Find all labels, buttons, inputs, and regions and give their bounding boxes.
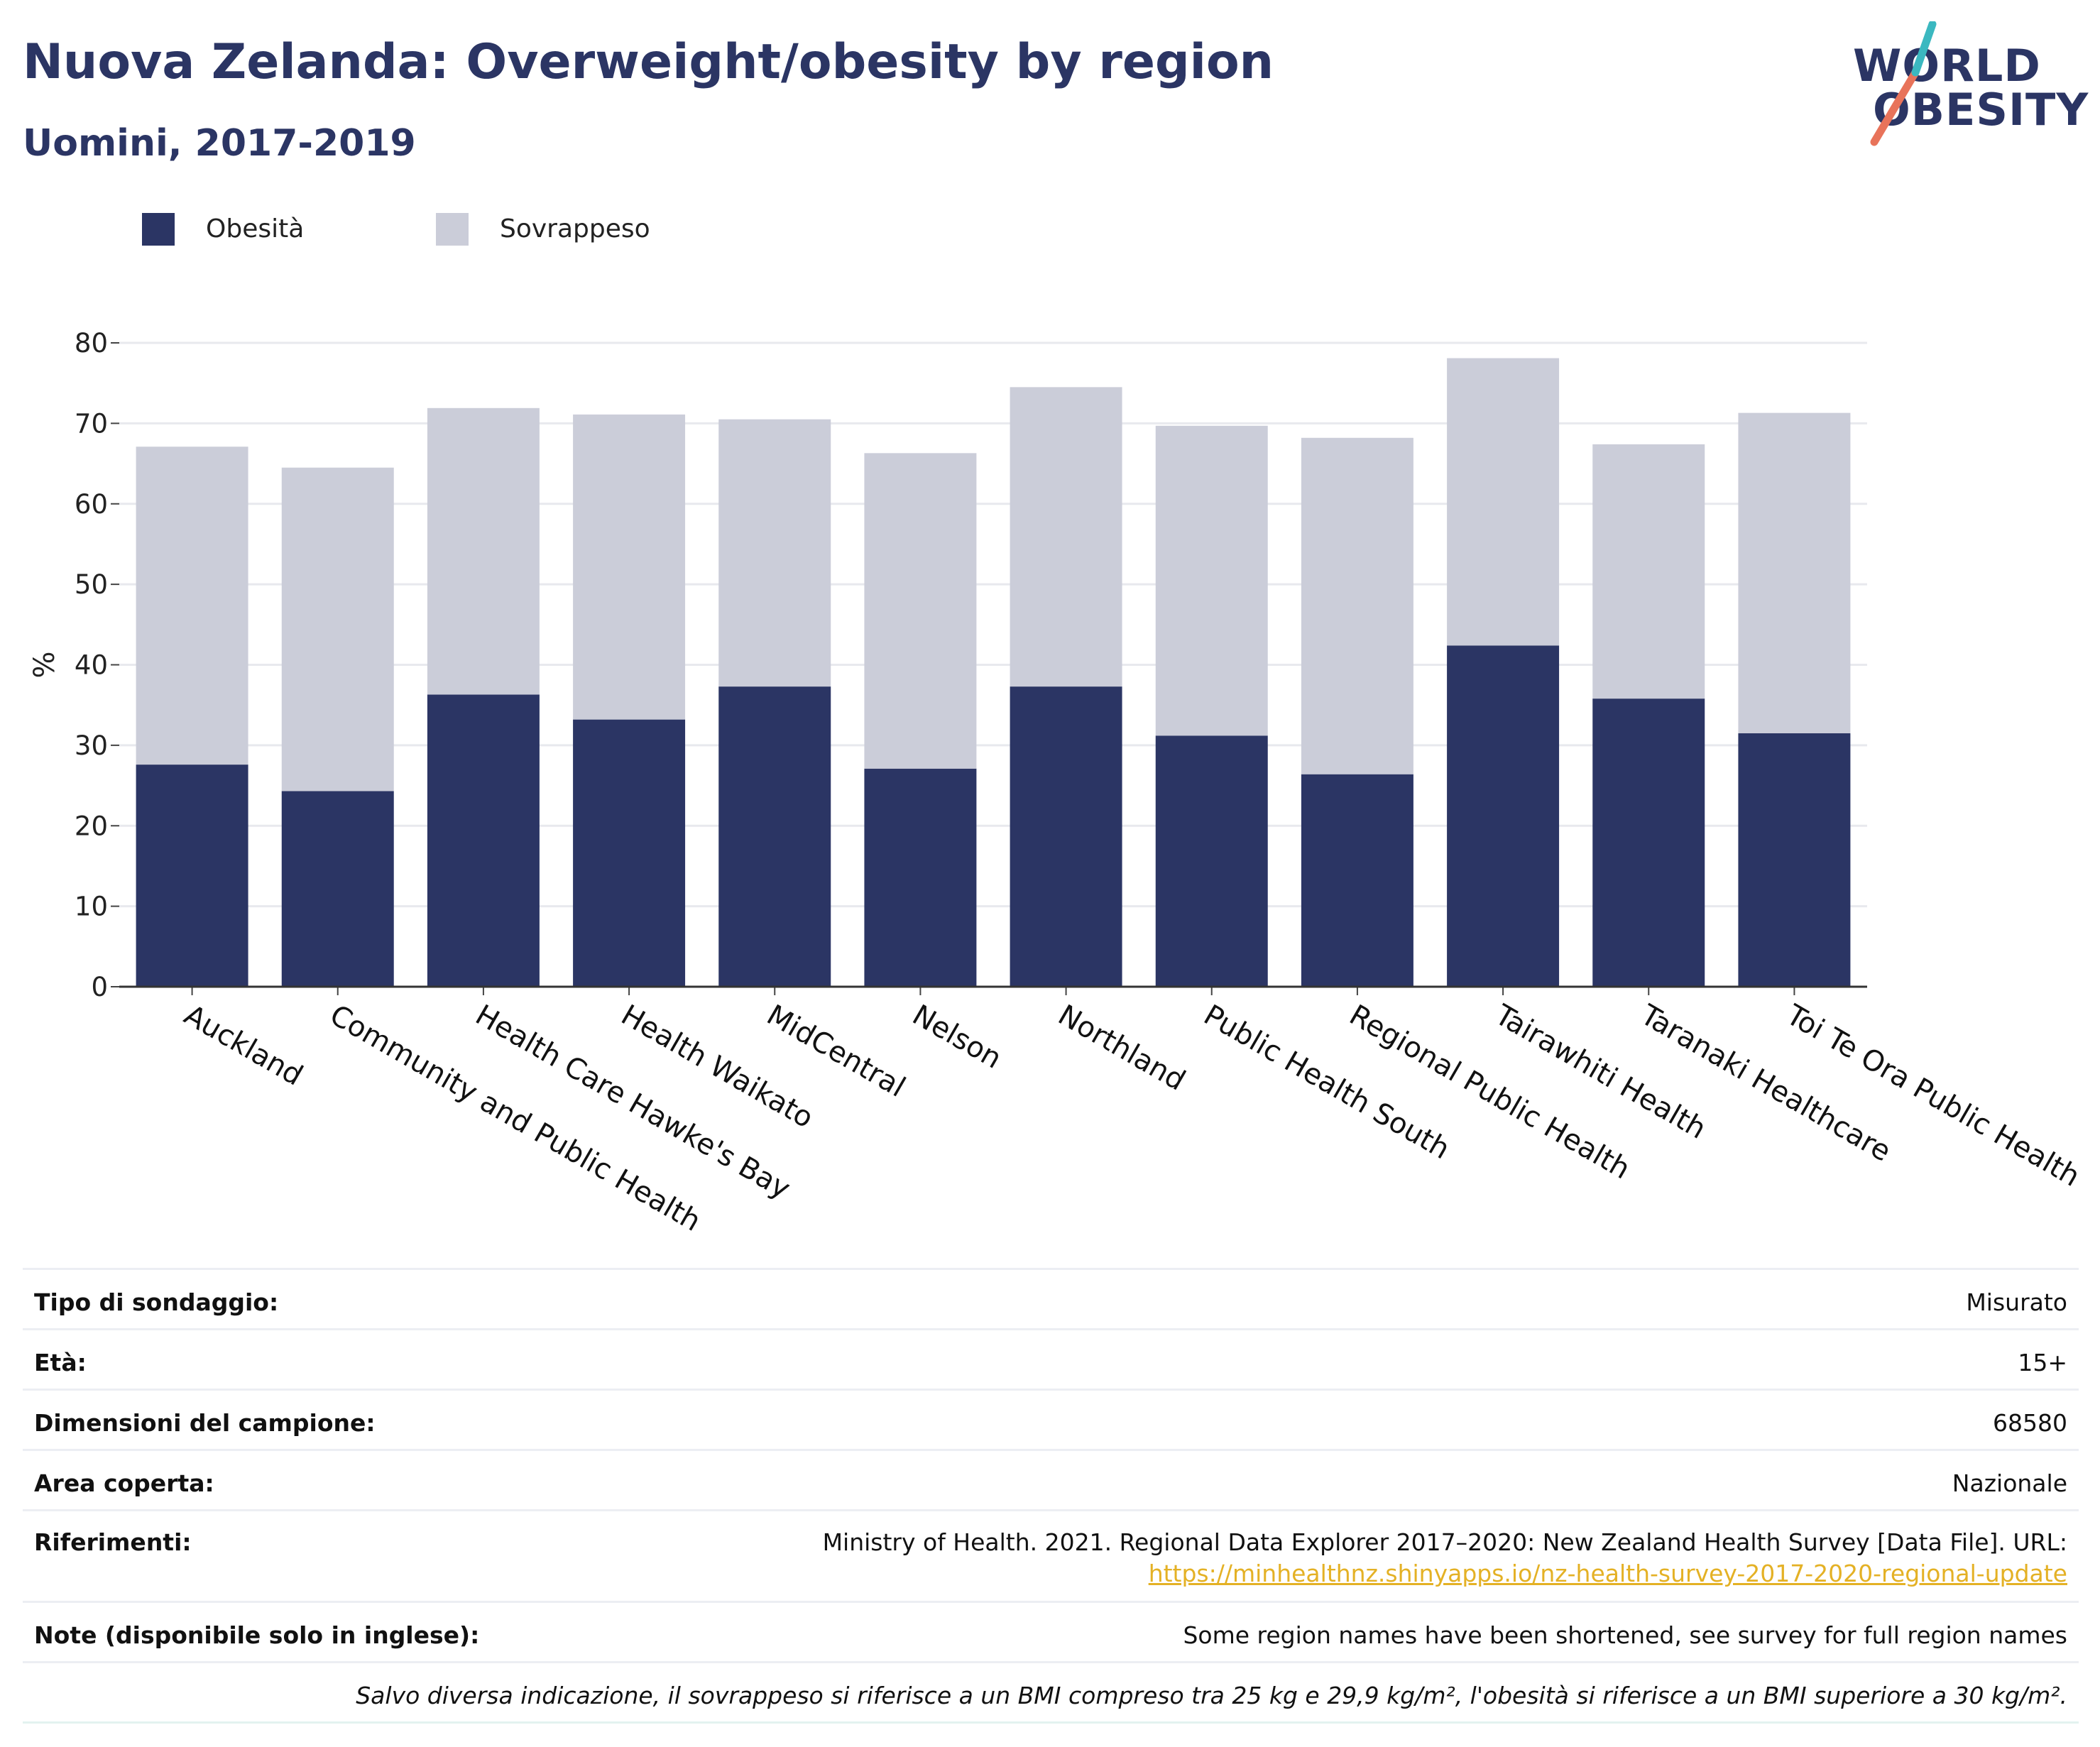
y-tick-label: 30 xyxy=(75,730,108,761)
legend-swatch-obesity xyxy=(142,213,175,246)
y-tick-label: 80 xyxy=(75,328,108,358)
bar-overweight xyxy=(1010,387,1122,687)
bar-overweight xyxy=(718,419,831,687)
info-value-notes: Some region names have been shortened, s… xyxy=(1183,1621,2067,1649)
bar-obesity xyxy=(1155,735,1268,987)
info-bottom-rule xyxy=(23,1721,2079,1724)
logo-line-2: OBESITY xyxy=(1873,84,2089,136)
info-key-sample-size: Dimensioni del campione: xyxy=(34,1409,376,1437)
bar-overweight xyxy=(1301,437,1413,774)
bar-overweight xyxy=(281,467,394,792)
y-tick-label: 40 xyxy=(75,650,108,681)
x-tick-label: Toi Te Ora Public Health xyxy=(1781,998,2086,1193)
page-subtitle: Uomini, 2017-2019 xyxy=(23,122,416,165)
x-tick-label: Taranaki Healthcare xyxy=(1634,998,1896,1168)
info-value-references: Ministry of Health. 2021. Regional Data … xyxy=(822,1528,2067,1556)
y-tick-label: 70 xyxy=(75,408,108,439)
y-tick-label: 50 xyxy=(75,569,108,600)
x-tick-label: Nelson xyxy=(907,999,1007,1075)
info-row-references: Riferimenti: Ministry of Health. 2021. R… xyxy=(23,1509,2079,1601)
info-key-area: Area coperta: xyxy=(34,1469,214,1497)
logo-slash-icon xyxy=(1870,21,1937,146)
y-axis-label: % xyxy=(28,651,61,678)
y-tick-label: 60 xyxy=(75,489,108,520)
legend-label-obesity: Obesità xyxy=(206,214,305,243)
bar-overweight xyxy=(1592,444,1705,699)
info-value-sample-size: 68580 xyxy=(1993,1409,2067,1437)
logo-line-1: WORLD xyxy=(1853,40,2041,92)
bar-overweight xyxy=(136,447,248,765)
bar-obesity xyxy=(864,768,977,987)
bar-obesity xyxy=(1592,699,1705,987)
bar-overweight xyxy=(573,414,686,720)
y-tick-label: 20 xyxy=(75,811,108,841)
info-footnote: Salvo diversa indicazione, il sovrappeso… xyxy=(356,1682,2067,1709)
info-key-age: Età: xyxy=(34,1349,87,1376)
info-table: Tipo di sondaggio: Misurato Età: 15+ Dim… xyxy=(23,1268,2079,1724)
info-row-survey-type: Tipo di sondaggio: Misurato xyxy=(23,1268,2079,1328)
references-link[interactable]: https://minhealthnz.shinyapps.io/nz-heal… xyxy=(1148,1560,2067,1587)
legend-label-overweight: Sovrappeso xyxy=(500,214,650,243)
legend-swatch-overweight xyxy=(436,213,469,246)
bar-overweight xyxy=(1155,425,1268,736)
page-title: Nuova Zelanda: Overweight/obesity by reg… xyxy=(23,34,1274,90)
bar-obesity xyxy=(573,719,686,987)
info-value-survey-type: Misurato xyxy=(1966,1288,2067,1316)
info-row-age: Età: 15+ xyxy=(23,1328,2079,1389)
bar-obesity xyxy=(427,694,540,987)
info-row-sample-size: Dimensioni del campione: 68580 xyxy=(23,1389,2079,1449)
x-tick-label: Public Health South xyxy=(1198,999,1455,1166)
info-key-notes: Note (disponibile solo in inglese): xyxy=(34,1621,480,1649)
info-row-footnote: Salvo diversa indicazione, il sovrappeso… xyxy=(23,1661,2079,1721)
y-tick-label: 10 xyxy=(75,892,108,922)
bar-obesity xyxy=(1010,686,1122,987)
info-value-area: Nazionale xyxy=(1952,1469,2067,1497)
bar-overweight xyxy=(864,453,977,769)
world-obesity-logo: WORLD OBESITY xyxy=(1853,21,2088,149)
bar-obesity xyxy=(1301,774,1413,987)
info-row-notes: Note (disponibile solo in inglese): Some… xyxy=(23,1601,2079,1661)
info-key-survey-type: Tipo di sondaggio: xyxy=(34,1288,279,1316)
bar-obesity xyxy=(281,791,394,987)
y-tick-label: 0 xyxy=(91,972,108,1002)
info-value-age: 15+ xyxy=(2018,1349,2067,1376)
bar-obesity xyxy=(136,765,248,987)
bar-obesity xyxy=(1447,645,1560,987)
bar-overweight xyxy=(427,407,540,695)
bar-obesity xyxy=(1738,733,1851,987)
bar-overweight xyxy=(1738,412,1851,733)
info-row-area: Area coperta: Nazionale xyxy=(23,1449,2079,1509)
x-tick-label: Auckland xyxy=(179,999,309,1092)
bar-obesity xyxy=(718,686,831,987)
info-key-references: Riferimenti: xyxy=(34,1528,192,1556)
x-tick-label: Northland xyxy=(1053,999,1191,1097)
bar-overweight xyxy=(1447,358,1560,646)
